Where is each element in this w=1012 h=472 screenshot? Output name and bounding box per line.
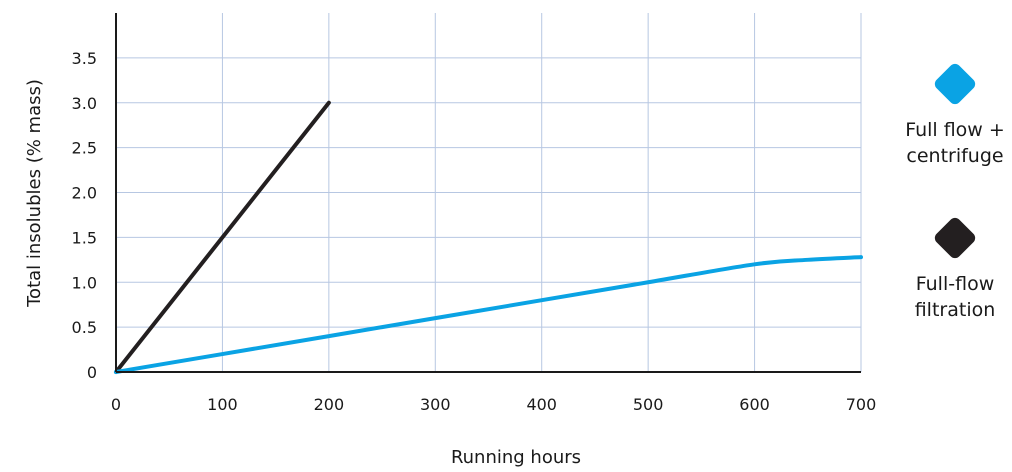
x-tick-label: 200 bbox=[314, 395, 345, 414]
x-tick-label: 700 bbox=[846, 395, 877, 414]
x-tick-label: 100 bbox=[207, 395, 238, 414]
x-tick-label: 400 bbox=[526, 395, 557, 414]
y-tick-labels: 0 0.5 1.0 1.5 2.0 2.5 3.0 3.5 bbox=[72, 49, 97, 382]
x-tick-label: 0 bbox=[111, 395, 121, 414]
y-tick-label: 3.5 bbox=[72, 49, 97, 68]
x-tick-label: 300 bbox=[420, 395, 451, 414]
x-axis-title: Running hours bbox=[451, 447, 581, 468]
y-tick-label: 0 bbox=[87, 363, 97, 382]
y-tick-label: 2.5 bbox=[72, 139, 97, 158]
blue-diamond-icon bbox=[932, 61, 978, 107]
y-tick-label: 1.5 bbox=[72, 228, 97, 247]
series-line-1 bbox=[114, 255, 863, 374]
series-line-0 bbox=[114, 100, 331, 374]
legend-item-centrifuge: Full flow + centrifuge bbox=[880, 61, 1012, 169]
y-axis-title: Total insolubles (% mass) bbox=[24, 79, 45, 308]
y-tick-label: 0.5 bbox=[72, 318, 97, 337]
x-tick-label: 500 bbox=[633, 395, 664, 414]
legend-label-line: Full flow + bbox=[905, 119, 1005, 141]
legend-label-line: centrifuge bbox=[906, 144, 1004, 167]
y-tick-label: 3.0 bbox=[72, 94, 97, 113]
legend-label-line: filtration bbox=[914, 298, 996, 321]
grid-lines bbox=[116, 13, 862, 372]
legend-label-line: Full-flow bbox=[915, 273, 995, 295]
black-diamond-icon bbox=[932, 215, 978, 261]
x-tick-labels: 0 100 200 300 400 500 600 700 bbox=[111, 395, 876, 414]
y-tick-label: 2.0 bbox=[72, 184, 97, 203]
legend-item-filtration: Full-flow filtration bbox=[880, 215, 1012, 323]
axes bbox=[115, 13, 861, 373]
series-lines bbox=[114, 100, 863, 374]
y-tick-label: 1.0 bbox=[72, 273, 97, 292]
x-tick-label: 600 bbox=[739, 395, 770, 414]
